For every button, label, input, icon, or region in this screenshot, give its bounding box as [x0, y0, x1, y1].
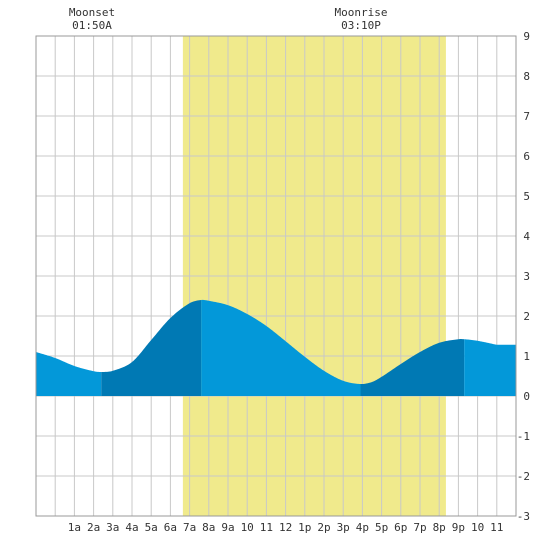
- x-tick-label: 6a: [164, 521, 177, 534]
- x-tick-label: 3a: [106, 521, 119, 534]
- x-tick-label: 7a: [183, 521, 196, 534]
- moonrise-time: 03:10P: [341, 19, 381, 32]
- x-tick-label: 1p: [298, 521, 311, 534]
- x-tick-label: 2p: [317, 521, 330, 534]
- moonset-time: 01:50A: [72, 19, 112, 32]
- x-tick-label: 4a: [125, 521, 138, 534]
- x-tick-label: 8p: [433, 521, 446, 534]
- x-tick-label: 10: [471, 521, 484, 534]
- x-tick-label: 6p: [394, 521, 407, 534]
- y-tick-label: 4: [523, 230, 530, 243]
- tide-area-rising: [360, 339, 465, 396]
- x-tick-label: 4p: [356, 521, 369, 534]
- y-tick-label: 8: [523, 70, 530, 83]
- x-tick-label: 12: [279, 521, 292, 534]
- plot-frame: [35, 35, 517, 517]
- moonrise-title: Moonrise: [335, 6, 388, 19]
- tide-area-rising: [101, 300, 202, 396]
- y-tick-label: 2: [523, 310, 530, 323]
- x-tick-label: 7p: [413, 521, 426, 534]
- y-tick-label: 0: [523, 390, 530, 403]
- y-tick-label: 3: [523, 270, 530, 283]
- x-tick-label: 11: [260, 521, 273, 534]
- x-tick-label: 1a: [68, 521, 81, 534]
- x-tick-label: 11: [490, 521, 503, 534]
- x-tick-label: 8a: [202, 521, 215, 534]
- y-tick-label: 1: [523, 350, 530, 363]
- y-tick-label: 9: [523, 30, 530, 43]
- x-tick-label: 10: [241, 521, 254, 534]
- y-tick-label: 7: [523, 110, 530, 123]
- tide-area-falling: [36, 352, 102, 396]
- tide-area-falling: [464, 339, 516, 396]
- y-tick-label: 6: [523, 150, 530, 163]
- tide-area-falling: [201, 299, 361, 396]
- x-tick-label: 2a: [87, 521, 100, 534]
- moonset-title: Moonset: [69, 6, 115, 19]
- y-tick-label: 5: [523, 190, 530, 203]
- x-tick-label: 9a: [221, 521, 234, 534]
- x-tick-label: 5a: [145, 521, 158, 534]
- y-tick-label: -3: [517, 510, 530, 523]
- y-tick-label: -1: [517, 430, 530, 443]
- y-tick-label: -2: [517, 470, 530, 483]
- x-tick-label: 3p: [337, 521, 350, 534]
- x-tick-label: 9p: [452, 521, 465, 534]
- x-tick-label: 5p: [375, 521, 388, 534]
